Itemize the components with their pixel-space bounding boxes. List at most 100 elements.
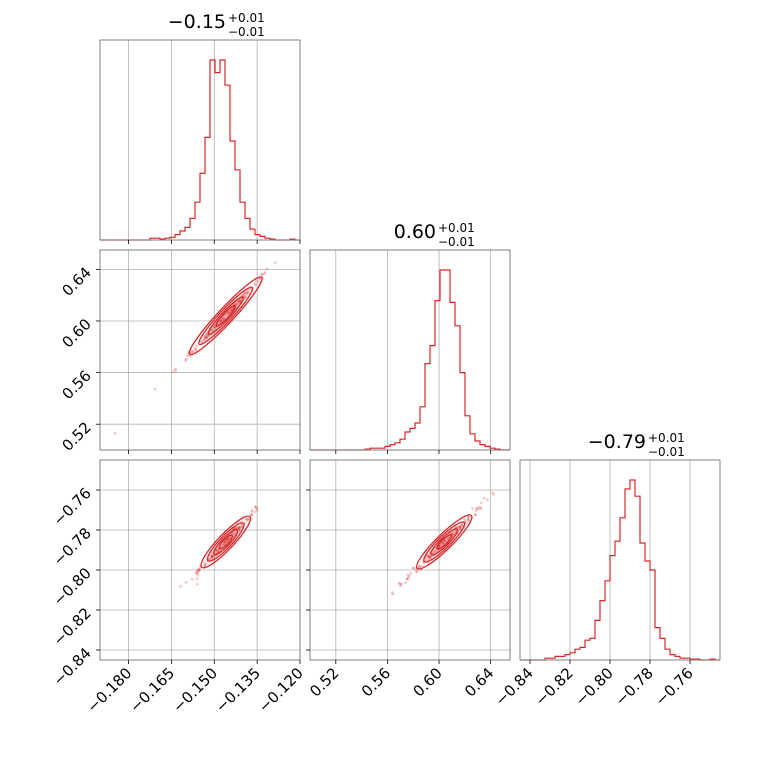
pair-panel-1-2-point bbox=[427, 555, 431, 558]
pair-panel-0-1-point bbox=[273, 261, 277, 264]
pair-panel-1-2-point bbox=[477, 505, 481, 509]
pair-panel-1-2-point bbox=[411, 566, 415, 570]
pair-panel-0-2-point bbox=[238, 528, 242, 532]
pair-panel-0-2-xtick-label-0: −0.180 bbox=[83, 664, 135, 716]
pair-panel-0-2-point bbox=[237, 525, 241, 529]
pair-panel-0-2-point bbox=[210, 556, 213, 560]
pair-panel-0-1-point bbox=[230, 308, 233, 312]
pair-panel-0-1-point bbox=[205, 336, 208, 340]
pair-panel-0-1-point bbox=[254, 279, 258, 283]
pair-panel-0-2-point bbox=[211, 554, 215, 558]
pair-panel-1-2-point bbox=[450, 532, 454, 535]
pair-panel-0-1-contour-2 bbox=[198, 286, 254, 346]
pair-panel-1-2-xtick-label-2: 0.60 bbox=[410, 664, 446, 700]
pair-panel-1-2-point bbox=[441, 540, 445, 544]
pair-panel-0-2-point bbox=[237, 527, 241, 531]
pair-panel-1-2-point bbox=[400, 582, 404, 586]
pair-panel-0-1-point bbox=[257, 277, 261, 281]
pair-panel-0-1-contour-0 bbox=[215, 304, 237, 327]
pair-panel-0-2-point bbox=[196, 574, 200, 577]
pair-panel-0-1-point bbox=[184, 359, 187, 362]
pair-panel-1-2-point bbox=[479, 506, 483, 510]
pair-panel-0-2-point bbox=[255, 506, 259, 510]
pair-panel-0-2-point bbox=[250, 508, 254, 512]
pair-panel-0-2-ytick-label-3: −0.78 bbox=[50, 524, 95, 569]
hist-panel-2-xtick-label-3: −0.78 bbox=[612, 664, 657, 709]
pair-panel-0-2-point bbox=[245, 518, 249, 522]
hist-title-plus-2: +0.01 bbox=[648, 431, 685, 445]
pair-panel-0-1-point bbox=[173, 367, 177, 371]
hist-title-minus-2: −0.01 bbox=[648, 445, 685, 459]
hist-panel-2-xtick-label-1: −0.82 bbox=[532, 664, 577, 709]
pair-panel-1-2-point bbox=[441, 542, 445, 546]
pair-panel-0-1-ytick-label-2: 0.60 bbox=[58, 315, 94, 351]
hist-panel-2-frame bbox=[519, 459, 721, 661]
hist-panel-2-xtick-label-2: −0.80 bbox=[572, 664, 617, 709]
pair-panel-0-2-contour-1 bbox=[213, 529, 239, 555]
pair-panel-0-1-point bbox=[219, 319, 223, 323]
pair-panel-0-2-point bbox=[195, 582, 199, 586]
pair-panel-0-1-point bbox=[235, 304, 239, 307]
pair-panel-0-2-point bbox=[227, 537, 230, 540]
pair-panel-0-2-point bbox=[197, 568, 201, 572]
pair-panel-1-2-point bbox=[404, 581, 407, 585]
pair-panel-0-2-point bbox=[194, 571, 198, 574]
pair-panel-0-1-point bbox=[221, 316, 225, 320]
pair-panel-1-2-contour-2 bbox=[423, 521, 466, 563]
pair-panel-0-2-point bbox=[179, 584, 183, 588]
pair-panel-0-2-point bbox=[254, 505, 257, 509]
pair-panel-0-1-point bbox=[219, 320, 223, 324]
pair-panel-0-1-point bbox=[220, 317, 224, 320]
pair-panel-1-2-point bbox=[467, 515, 470, 519]
pair-panel-0-2-point bbox=[246, 518, 250, 521]
pair-panel-0-1-point bbox=[199, 339, 203, 343]
frames-layer bbox=[96, 39, 721, 664]
pair-panel-1-2-point bbox=[474, 513, 477, 517]
pair-panel-0-2-point bbox=[254, 505, 257, 509]
pair-panel-0-2-point bbox=[210, 550, 214, 554]
pair-panel-1-2-point bbox=[492, 492, 495, 496]
pair-panel-0-1-point bbox=[236, 300, 239, 304]
pair-panel-1-2-point bbox=[456, 526, 460, 529]
pair-panel-0-2-point bbox=[253, 510, 257, 514]
pair-panel-1-2-point bbox=[406, 576, 410, 580]
pair-panel-0-2-point bbox=[240, 525, 243, 529]
pair-panel-0-2-point bbox=[225, 540, 229, 543]
pair-panel-1-2-point bbox=[440, 542, 444, 546]
pair-panel-1-2-contour-0 bbox=[436, 534, 453, 550]
pair-panel-1-2-point bbox=[417, 566, 421, 569]
pair-panel-1-2-point bbox=[438, 544, 442, 548]
pair-panel-0-1-point bbox=[153, 387, 157, 391]
pair-panel-1-2-point bbox=[405, 578, 409, 581]
pair-panel-0-1-point bbox=[238, 299, 242, 303]
pair-panel-0-1-point bbox=[227, 311, 230, 315]
histogram-0 bbox=[100, 59, 300, 241]
pair-panel-0-1-frame bbox=[99, 249, 301, 451]
pair-panel-1-2-point bbox=[473, 513, 477, 517]
pair-panel-1-2-point bbox=[414, 569, 418, 573]
pair-panel-1-2-point bbox=[426, 558, 430, 562]
pair-panel-0-2-density bbox=[210, 526, 241, 558]
pair-panel-0-2-point bbox=[211, 554, 215, 558]
pair-panel-0-2-point bbox=[221, 543, 225, 547]
hist-title-1: 0.60 bbox=[394, 221, 436, 243]
pair-panel-0-1-point bbox=[241, 294, 245, 298]
pair-panel-0-1-point bbox=[247, 292, 250, 296]
pair-panel-0-1-contour-1 bbox=[207, 296, 244, 336]
pair-panel-0-1-point bbox=[244, 296, 248, 300]
pair-panel-0-1-ytick-label-1: 0.56 bbox=[58, 367, 94, 403]
pair-panel-1-2-point bbox=[466, 518, 470, 522]
pair-panel-0-2-point bbox=[197, 568, 200, 572]
hist-title-minus-1: −0.01 bbox=[438, 235, 475, 249]
hist-title-0: −0.15 bbox=[168, 11, 226, 33]
pair-panel-0-1-point bbox=[204, 335, 208, 339]
pair-panel-1-2-point bbox=[454, 525, 458, 529]
pair-panel-1-2-point bbox=[459, 524, 463, 528]
hist-title-plus-1: +0.01 bbox=[438, 221, 475, 235]
pair-panel-0-1-point bbox=[191, 349, 195, 353]
pair-panel-0-2-point bbox=[207, 557, 211, 561]
pair-panel-0-1-point bbox=[191, 349, 194, 353]
pair-panel-0-2-point bbox=[243, 521, 247, 525]
pair-panel-0-2-point bbox=[184, 581, 188, 584]
pair-panel-1-2-point bbox=[475, 506, 478, 510]
